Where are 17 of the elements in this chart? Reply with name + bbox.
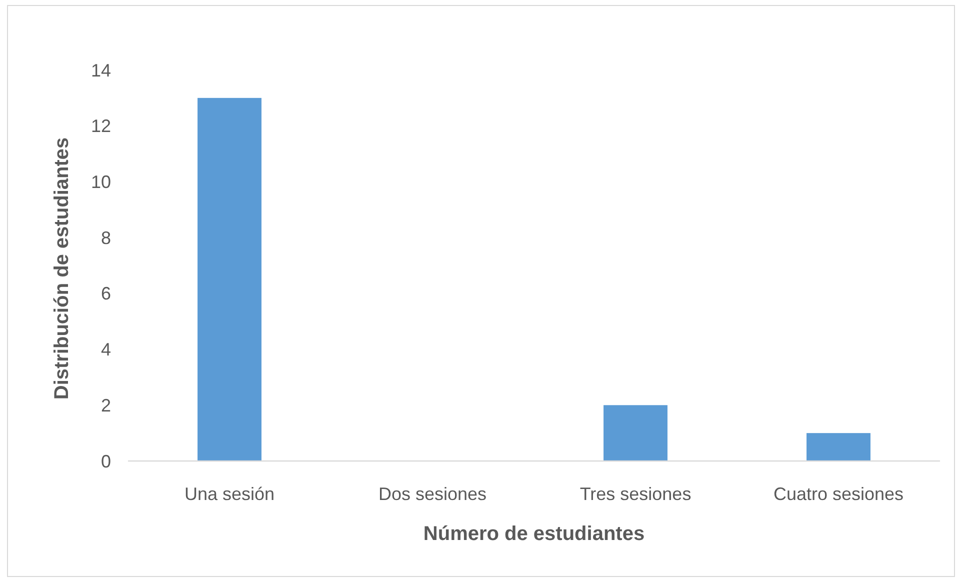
y-tick-label: 0 <box>100 451 111 472</box>
y-tick-label: 6 <box>100 284 111 304</box>
y-tick-label: 10 <box>90 172 111 192</box>
y-tick-label: 4 <box>100 340 111 360</box>
x-axis-title: Número de estudiantes <box>423 523 645 545</box>
y-tick-label: 12 <box>90 116 111 136</box>
y-tick-label: 8 <box>100 228 111 248</box>
x-tick-label: Dos sesiones <box>378 484 487 504</box>
y-axis-title: Distribución de estudiantes <box>51 137 73 400</box>
bar <box>806 433 870 461</box>
x-tick-label: Tres sesiones <box>580 484 692 504</box>
y-tick-label: 2 <box>100 395 111 416</box>
bar <box>198 98 262 461</box>
x-tick-label: Cuatro sesiones <box>773 484 904 504</box>
x-tick-label: Una sesión <box>184 484 275 504</box>
y-tick-label: 14 <box>90 60 111 80</box>
bar <box>604 405 668 461</box>
